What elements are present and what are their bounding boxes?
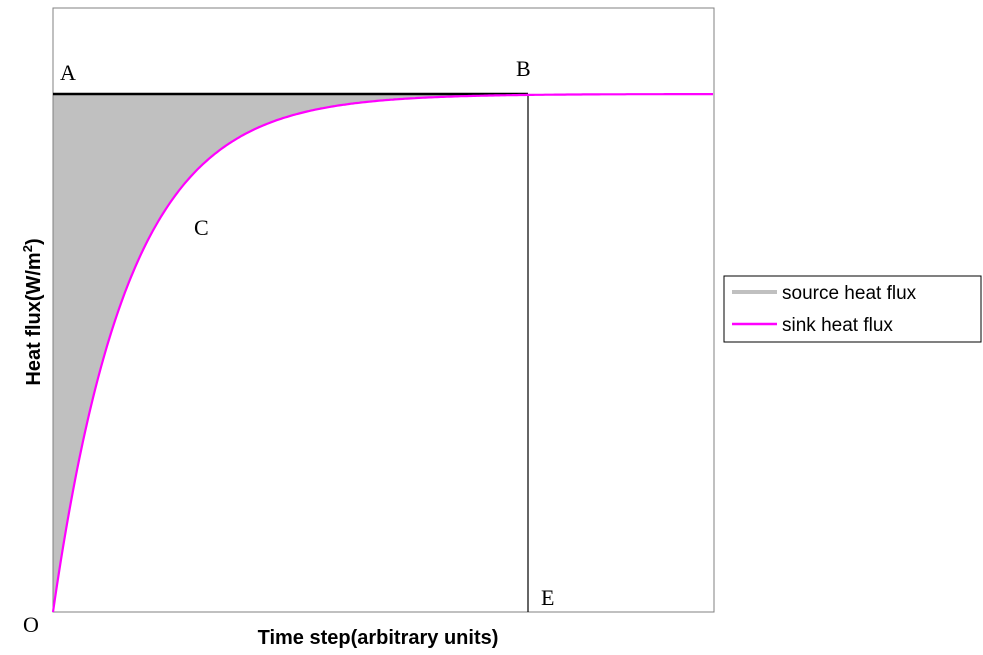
legend: source heat flux sink heat flux (723, 275, 982, 343)
legend-label-source: source heat flux (782, 283, 917, 304)
point-label-c: C (194, 215, 209, 240)
point-label-e: E (541, 585, 554, 610)
sink-heat-flux-line (51, 93, 713, 613)
source-heat-flux-area (53, 94, 528, 612)
y-axis-label: Heat flux(W/m2) (20, 238, 45, 385)
point-label-b: B (516, 56, 531, 81)
plot-frame (52, 7, 715, 613)
y-axis-label-end: ) (23, 238, 45, 245)
x-axis-label: Time step(arbitrary units) (258, 627, 499, 649)
y-axis-label-main: Heat flux(W/m (23, 252, 45, 385)
legend-box (723, 275, 982, 343)
point-label-o: O (23, 612, 39, 637)
point-label-a: A (60, 60, 76, 85)
legend-label-sink: sink heat flux (782, 315, 893, 336)
y-axis-label-sup: 2 (20, 245, 35, 252)
